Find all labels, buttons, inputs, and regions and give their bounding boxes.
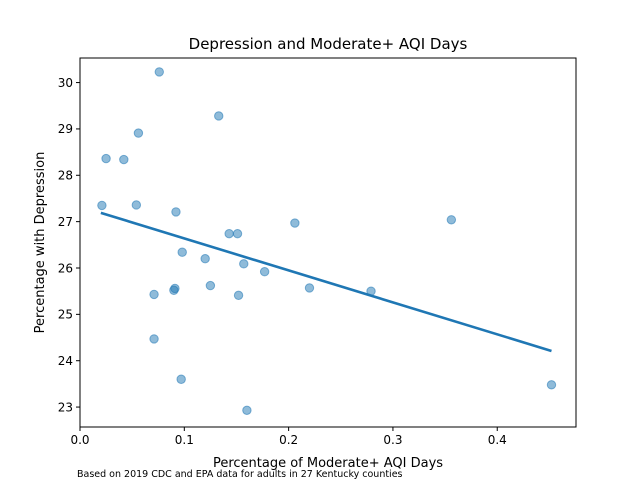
x-tick-label: 0.1: [175, 433, 194, 447]
y-tick-label: 25: [58, 308, 73, 322]
chart-caption: Based on 2019 CDC and EPA data for adult…: [77, 469, 403, 480]
y-tick-label: 30: [58, 76, 73, 90]
x-axis-label: Percentage of Moderate+ AQI Days: [213, 456, 443, 471]
x-axis-ticks: 0.0 0.1 0.2 0.3 0.4: [70, 427, 507, 447]
y-tick-label: 28: [58, 169, 73, 183]
y-axis-ticks: 23 24 25 26 27 28 29 30: [58, 76, 80, 414]
y-axis-label: Percentage with Depression: [33, 152, 48, 334]
x-tick-label: 0.4: [488, 433, 507, 447]
x-tick-label: 0.3: [383, 433, 402, 447]
data-point-23: [290, 218, 300, 228]
y-tick-label: 23: [58, 400, 73, 414]
data-point-11: [171, 207, 181, 217]
data-point-7: [149, 334, 159, 344]
data-point-17: [224, 228, 234, 239]
trendline-layer: [100, 211, 552, 353]
data-point-6: [149, 289, 159, 300]
y-tick-label: 26: [58, 261, 73, 275]
data-point-20: [239, 259, 249, 269]
data-point-21: [242, 405, 252, 416]
chart-title: Depression and Moderate+ AQI Days: [189, 35, 468, 53]
trendline: [100, 211, 552, 353]
data-point-16: [214, 111, 224, 121]
data-point-18: [232, 228, 243, 239]
y-tick-label: 24: [58, 354, 73, 368]
data-point-22: [259, 267, 270, 277]
data-point-24: [304, 283, 315, 293]
data-point-15: [205, 280, 216, 291]
data-point-27: [546, 380, 557, 390]
data-point-13: [177, 247, 187, 257]
data-point-5: [133, 128, 144, 138]
data-point-1: [97, 200, 107, 211]
plot-frame: [79, 57, 577, 428]
data-point-4: [131, 200, 142, 210]
data-point-8: [154, 67, 164, 77]
data-point-10: [170, 283, 180, 294]
y-tick-label: 29: [58, 122, 73, 136]
data-point-19: [233, 290, 244, 301]
x-tick-label: 0.2: [279, 433, 298, 447]
data-point-12: [176, 374, 186, 384]
data-point-3: [119, 154, 129, 165]
data-point-14: [200, 254, 210, 264]
y-tick-label: 27: [58, 215, 73, 229]
points-layer: [97, 67, 557, 416]
x-tick-label: 0.0: [70, 433, 89, 447]
data-point-2: [101, 153, 111, 164]
data-point-26: [446, 215, 457, 225]
